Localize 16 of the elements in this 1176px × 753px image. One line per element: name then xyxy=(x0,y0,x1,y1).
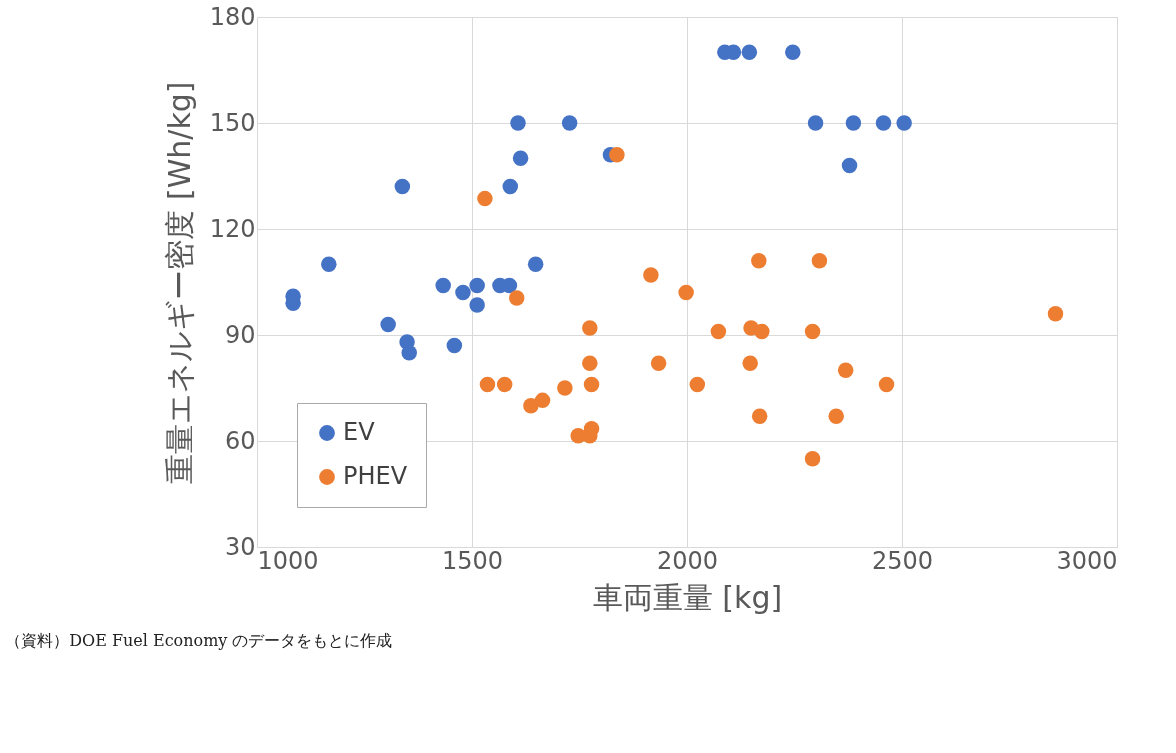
text: （資料）DOE Fuel Economy のデータをもとに作成 xyxy=(5,631,393,650)
x-tick-label: 2000 xyxy=(656,546,719,575)
legend-label: PHEV xyxy=(343,462,408,490)
y-tick-label: 30 xyxy=(224,532,256,561)
x-tick-label: 2500 xyxy=(871,546,934,575)
y-tick-label: 150 xyxy=(209,108,256,137)
y-tick-label: 60 xyxy=(224,426,256,455)
y-tick-label: 90 xyxy=(224,320,256,349)
y-tick-label: 120 xyxy=(209,214,256,243)
x-tick-label: 1500 xyxy=(441,546,504,575)
y-axis-title: 重量エネルギー密度 [Wh/kg] xyxy=(161,81,197,484)
y-tick-label: 180 xyxy=(209,2,256,31)
x-axis-title: 車両重量 [kg] xyxy=(592,579,783,615)
x-tick-label: 1000 xyxy=(257,546,319,575)
x-tick-label: 3000 xyxy=(1056,546,1118,575)
legend-label: EV xyxy=(343,418,376,446)
